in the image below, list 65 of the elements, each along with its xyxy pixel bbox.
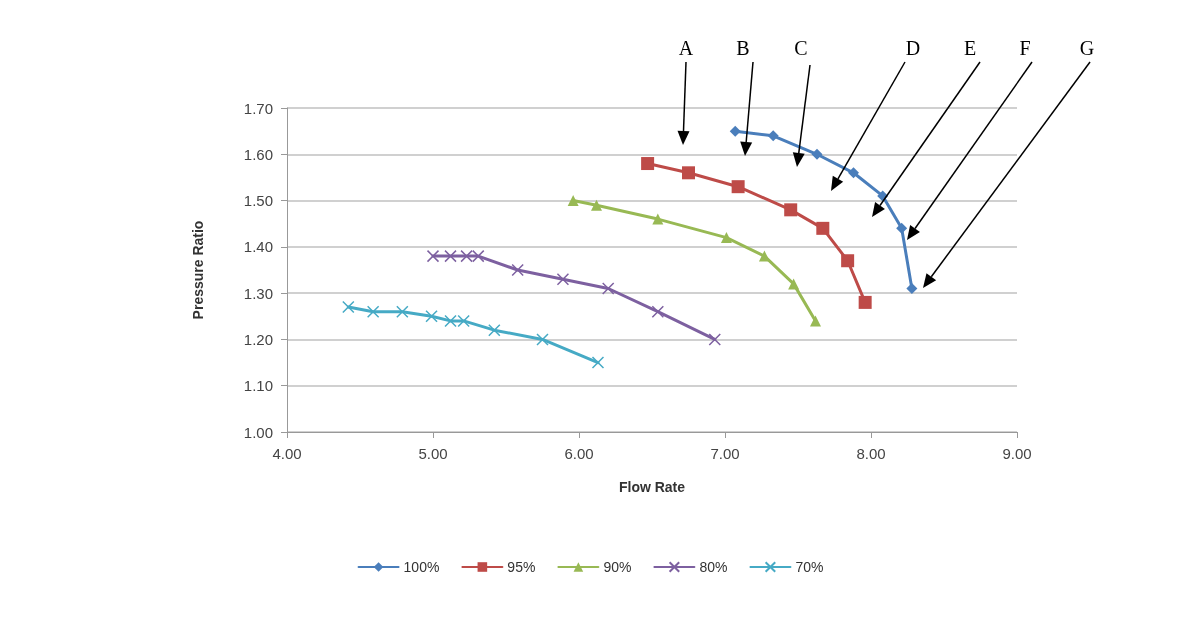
text: G xyxy=(1079,37,1095,59)
y-tick-label: 1.30 xyxy=(243,284,273,302)
point xyxy=(858,295,872,309)
y-tick-label: 1.40 xyxy=(243,238,273,256)
y-tick-label: 1.60 xyxy=(243,145,273,163)
text: E xyxy=(963,37,977,59)
y-tick-label: 1.70 xyxy=(243,99,273,117)
point xyxy=(556,273,570,286)
point xyxy=(906,283,918,295)
point xyxy=(811,148,823,160)
point xyxy=(601,282,615,295)
point xyxy=(488,323,501,337)
point xyxy=(426,249,440,263)
point xyxy=(816,221,830,235)
x-tick-label: 8.00 xyxy=(856,445,886,462)
point xyxy=(652,213,664,225)
text: B xyxy=(736,37,750,59)
legend-label: 95% xyxy=(507,559,536,575)
legend-label: 80% xyxy=(699,559,728,575)
point xyxy=(651,305,665,318)
point xyxy=(767,130,779,142)
point xyxy=(460,249,473,263)
point xyxy=(591,356,605,369)
x-tick-label: 9.00 xyxy=(1002,445,1032,462)
point xyxy=(342,300,355,314)
point xyxy=(425,310,438,323)
y-axis-title: Pressure Ratio xyxy=(190,220,206,320)
point xyxy=(729,125,741,137)
text: C xyxy=(794,37,808,59)
text: D xyxy=(905,37,921,59)
point xyxy=(841,254,855,268)
point xyxy=(788,278,800,290)
legend-label: 70% xyxy=(795,559,824,575)
point xyxy=(810,315,822,327)
y-tick-label: 1.50 xyxy=(243,192,273,210)
point xyxy=(784,203,798,217)
legend-label: 100% xyxy=(403,559,440,575)
point xyxy=(444,249,457,263)
point xyxy=(444,314,457,328)
point xyxy=(472,249,485,263)
y-tick-label: 1.20 xyxy=(243,330,273,348)
y-tick-label: 1.00 xyxy=(243,423,273,441)
point xyxy=(396,305,409,318)
legend-label: 90% xyxy=(603,559,632,575)
point xyxy=(682,166,695,180)
y-tick-label: 1.10 xyxy=(243,377,273,395)
point xyxy=(511,263,524,277)
point xyxy=(708,333,722,346)
x-tick-label: 6.00 xyxy=(564,445,594,462)
point xyxy=(366,305,380,318)
x-tick-label: 5.00 xyxy=(418,445,448,462)
point xyxy=(457,314,470,328)
point xyxy=(567,195,579,207)
point xyxy=(641,157,655,171)
text: F xyxy=(1019,37,1031,59)
point xyxy=(591,199,603,211)
x-tick-label: 4.00 xyxy=(272,445,302,462)
text: A xyxy=(678,37,694,59)
point xyxy=(720,232,732,244)
point xyxy=(847,167,859,179)
point xyxy=(536,333,549,346)
x-tick-label: 7.00 xyxy=(710,445,740,462)
x-axis-title: Flow Rate xyxy=(618,479,686,495)
point xyxy=(731,180,745,194)
point xyxy=(896,222,908,234)
